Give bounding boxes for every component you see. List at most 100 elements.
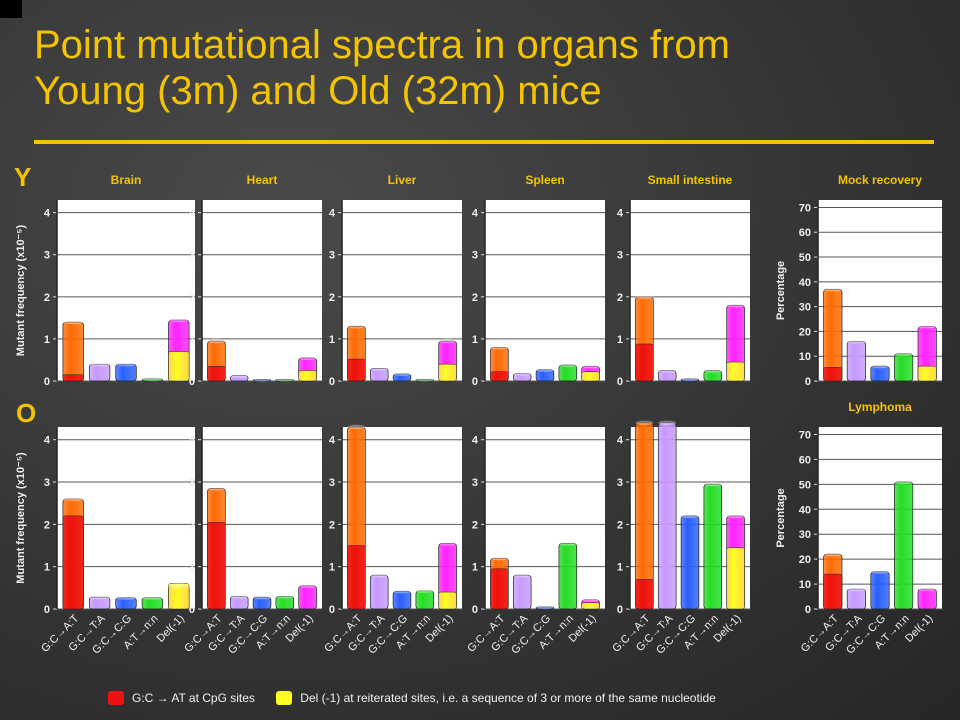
row-label-young: Y: [14, 162, 32, 192]
bar-cap: [823, 287, 843, 292]
chart-title: Liver: [388, 173, 417, 187]
bar: [62, 321, 84, 382]
bar-cap: [490, 345, 509, 350]
bar-cap: [703, 481, 722, 487]
bar: [657, 422, 677, 610]
bar: [141, 378, 164, 382]
bar-cap: [62, 496, 84, 502]
y-tick-label: 3: [472, 477, 478, 489]
bar-cap: [168, 583, 190, 588]
bar-cap: [207, 338, 226, 344]
bar-cap: [207, 486, 226, 491]
title-rule: [34, 140, 934, 144]
bar-cap: [347, 424, 366, 430]
y-tick-label: 3: [472, 250, 478, 262]
bar: [252, 378, 272, 382]
bar-subsegment: [438, 363, 457, 382]
bar-cap: [115, 595, 137, 600]
bar-cap: [823, 551, 843, 557]
y-axis-label: Percentage: [775, 261, 787, 320]
y-tick-label: 2: [329, 519, 335, 531]
y-tick-label: 0: [472, 604, 478, 616]
bar-cap: [894, 479, 913, 485]
chart-title: Brain: [111, 173, 142, 187]
bar-cap: [847, 586, 866, 592]
bar-cap: [275, 377, 294, 382]
bar: [703, 370, 723, 382]
bar-cap: [347, 324, 366, 329]
chart-5: 0 10 20 30 40 50 60 70 Mock recovery Percentage: [775, 173, 942, 388]
bar-subsegment: [726, 547, 745, 610]
bar-cap: [726, 303, 745, 308]
y-axis-label: Mutant frequency (x10⁻⁵): [15, 224, 27, 356]
bar-cap: [62, 319, 84, 325]
bar: [275, 595, 295, 610]
bar-cap: [536, 604, 554, 610]
chart-title: Heart: [247, 173, 278, 187]
y-tick-label: 0: [805, 604, 811, 616]
y-tick-label: 4: [617, 435, 624, 447]
bar: [229, 595, 249, 610]
bar-cap: [275, 594, 294, 599]
y-tick-label: 2: [189, 519, 195, 531]
bar-cap: [415, 377, 434, 382]
bar-cap: [513, 371, 532, 376]
bar-cap: [536, 367, 554, 372]
chart-1: 0 1 2 3 4 Heart: [189, 173, 322, 388]
y-tick-label: 1: [44, 562, 50, 574]
bar-cap: [298, 583, 317, 588]
bar-cap: [703, 368, 722, 373]
bar-cap: [870, 569, 890, 574]
bar: [846, 340, 866, 382]
y-tick-label: 0: [189, 604, 195, 616]
y-tick-label: 0: [329, 376, 335, 388]
y-tick-label: 10: [799, 351, 811, 363]
bar-subsegment: [823, 367, 843, 382]
y-tick-label: 70: [799, 429, 811, 441]
bar: [535, 606, 555, 610]
bar-subsegment: [581, 602, 600, 610]
y-tick-label: 3: [329, 477, 335, 489]
bar: [680, 378, 700, 382]
bar: [369, 574, 389, 610]
bar: [558, 364, 578, 382]
bar-cap: [870, 363, 890, 369]
bar-cap: [438, 338, 457, 344]
y-tick-label: 4: [189, 208, 196, 220]
bar: [894, 353, 914, 382]
bar-cap: [142, 595, 163, 600]
bar: [703, 483, 723, 610]
bar: [415, 378, 435, 382]
bar-cap: [230, 373, 249, 378]
row-label-old: O: [16, 398, 37, 428]
bar: [275, 378, 295, 382]
y-axis-label: Percentage: [775, 488, 787, 547]
bar: [88, 596, 111, 610]
bar-cap: [490, 556, 509, 561]
y-tick-label: 2: [329, 292, 335, 304]
y-tick-label: 2: [44, 292, 50, 304]
slide-title: Point mutational spectra in organs from …: [34, 22, 934, 114]
bar: [894, 481, 914, 610]
bar-subsegment: [62, 374, 84, 382]
bar-cap: [558, 362, 577, 368]
bar-cap: [370, 366, 389, 371]
bar-subsegment: [635, 343, 654, 382]
bar-subsegment: [823, 573, 843, 610]
y-tick-label: 50: [799, 479, 811, 491]
y-tick-label: 1: [44, 334, 50, 346]
bar-subsegment: [168, 583, 190, 610]
y-tick-label: 0: [472, 376, 478, 388]
bar-subsegment: [207, 521, 226, 610]
bar: [657, 370, 677, 382]
bar: [415, 590, 435, 610]
bar: [512, 574, 532, 610]
y-tick-label: 0: [617, 376, 623, 388]
y-tick-label: 40: [799, 504, 811, 516]
bar-cap: [558, 541, 577, 546]
bar: [141, 597, 164, 610]
bar: [917, 588, 937, 610]
